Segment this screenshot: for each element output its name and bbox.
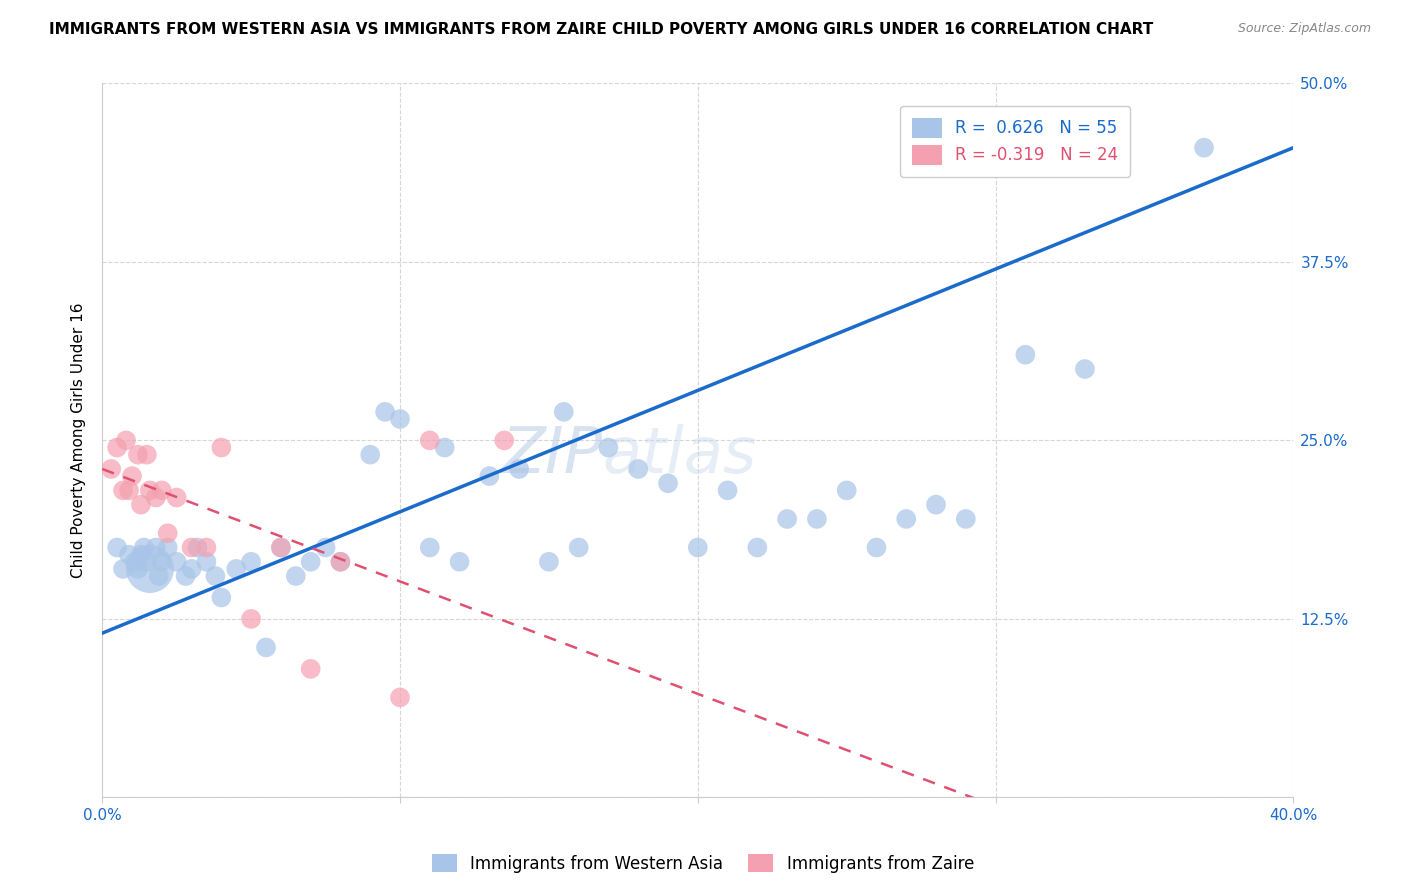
Point (240, 612, 263, 626)
Point (329, 555, 352, 569)
Point (896, 512, 918, 526)
Point (180, 562, 202, 576)
Point (135, 448, 157, 462)
Point (209, 591, 232, 605)
Point (835, 483, 858, 498)
Point (240, 555, 263, 569)
Legend: Immigrants from Western Asia, Immigrants from Zaire: Immigrants from Western Asia, Immigrants… (425, 847, 981, 880)
Point (747, 541, 769, 555)
Point (145, 541, 167, 555)
Text: IMMIGRANTS FROM WESTERN ASIA VS IMMIGRANTS FROM ZAIRE CHILD POVERTY AMONG GIRLS : IMMIGRANTS FROM WESTERN ASIA VS IMMIGRAN… (49, 22, 1153, 37)
Point (598, 441, 620, 455)
Point (449, 555, 471, 569)
Point (716, 483, 738, 498)
Point (129, 498, 152, 512)
Point (270, 541, 292, 555)
Point (166, 491, 188, 505)
Point (686, 541, 709, 555)
Point (124, 555, 146, 569)
Point (209, 441, 232, 455)
Point (127, 448, 149, 462)
Point (139, 562, 162, 576)
Point (315, 541, 337, 555)
Point (150, 483, 173, 498)
Point (299, 555, 322, 569)
Y-axis label: Child Poverty Among Girls Under 16: Child Poverty Among Girls Under 16 (72, 302, 86, 578)
Point (776, 512, 799, 526)
Point (1014, 348, 1036, 362)
Point (105, 441, 128, 455)
Point (121, 469, 143, 483)
Point (156, 526, 179, 541)
Point (112, 562, 135, 576)
Point (100, 462, 122, 476)
Point (657, 476, 679, 491)
Point (148, 569, 170, 583)
Point (553, 405, 575, 419)
Point (105, 541, 128, 555)
Point (508, 462, 530, 476)
Point (129, 548, 152, 562)
Point (135, 555, 157, 569)
Point (537, 555, 560, 569)
Point (865, 541, 887, 555)
Point (139, 483, 162, 498)
Point (127, 562, 149, 576)
Point (112, 483, 135, 498)
Point (166, 555, 188, 569)
Point (419, 541, 441, 555)
Point (186, 541, 208, 555)
Point (180, 541, 202, 555)
Point (494, 434, 516, 448)
Point (478, 469, 501, 483)
Point (955, 512, 977, 526)
Point (627, 462, 650, 476)
Point (270, 541, 292, 555)
Point (174, 569, 197, 583)
Point (118, 483, 141, 498)
Point (568, 541, 591, 555)
Point (195, 555, 218, 569)
Point (150, 555, 173, 569)
Point (156, 541, 179, 555)
Point (433, 441, 456, 455)
Point (145, 491, 167, 505)
Point (195, 541, 218, 555)
Text: Source: ZipAtlas.com: Source: ZipAtlas.com (1237, 22, 1371, 36)
Point (225, 562, 247, 576)
Point (132, 541, 155, 555)
Point (1192, 141, 1215, 155)
Legend: R =  0.626   N = 55, R = -0.319   N = 24: R = 0.626 N = 55, R = -0.319 N = 24 (900, 106, 1130, 177)
Point (284, 569, 307, 583)
Point (388, 690, 411, 705)
Point (374, 405, 396, 419)
Point (388, 412, 411, 426)
Point (359, 448, 381, 462)
Point (806, 512, 828, 526)
Point (115, 434, 138, 448)
Point (419, 434, 441, 448)
Point (329, 555, 352, 569)
Text: ZIP: ZIP (502, 424, 603, 485)
Point (925, 498, 948, 512)
Point (299, 662, 322, 676)
Point (204, 569, 226, 583)
Point (1074, 362, 1097, 376)
Point (118, 548, 141, 562)
Text: atlas: atlas (603, 424, 756, 485)
Point (254, 640, 277, 655)
